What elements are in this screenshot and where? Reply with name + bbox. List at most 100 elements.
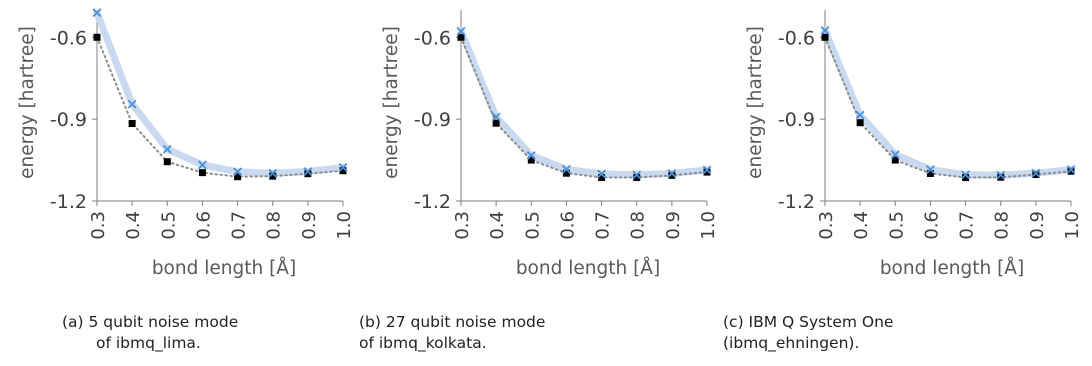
exact-marker — [891, 156, 899, 164]
x-tick-label: 0.4 — [123, 211, 144, 240]
vqe-marker — [597, 169, 607, 179]
x-tick-label: 0.8 — [992, 211, 1013, 240]
caption-c: (c) IBM Q System One (ibmq_ehningen). — [723, 312, 893, 354]
x-tick-label: 0.4 — [487, 211, 508, 240]
exact-marker — [492, 119, 500, 127]
exact-marker — [633, 174, 641, 182]
chart-panel-c: -0.6 -0.9 -1.2 0.3 0.4 0.5 0.6 0.7 0.8 0.9 1.0 ener… — [723, 0, 1092, 366]
y-tick-label: -0.6 — [778, 27, 815, 49]
vqe-marker-stroke — [702, 165, 712, 175]
caption-a: (a) 5 qubit noise mode of ibmq_lima. — [62, 312, 238, 354]
x-tick-label: 0.7 — [957, 211, 978, 240]
y-tick-label: -1.2 — [778, 191, 815, 213]
vqe-marker — [820, 26, 830, 35]
vqe-marker-stroke — [667, 169, 677, 178]
vqe-marker — [561, 164, 571, 174]
vqe-marker — [1066, 165, 1076, 175]
x-tick-label: 0.5 — [886, 211, 907, 240]
vqe-marker-stroke — [338, 163, 348, 172]
x-tick-label: 0.3 — [816, 211, 837, 240]
series-line-exact — [824, 36, 1072, 179]
exact-marker — [1067, 167, 1075, 175]
vqe-marker — [268, 168, 278, 178]
vqe-marker — [162, 144, 172, 154]
vqe-marker-stroke — [197, 160, 207, 170]
y-tick-label: -0.6 — [414, 27, 451, 49]
vqe-marker — [303, 167, 313, 176]
vqe-marker-stroke — [1066, 165, 1076, 175]
exact-marker — [1032, 171, 1040, 179]
caption-a-line-1: (a) 5 qubit noise mode — [62, 313, 239, 331]
vqe-marker-stroke — [233, 167, 243, 177]
x-tick-label: 0.5 — [158, 211, 179, 240]
vqe-marker-stroke — [1031, 168, 1041, 178]
vqe-marker-stroke — [303, 167, 313, 176]
caption-b: (b) 27 qubit noise mode of ibmq_kolkata. — [359, 312, 545, 354]
x-tick-label: 0.7 — [229, 211, 250, 240]
exact-marker — [926, 169, 934, 177]
exact-marker — [234, 173, 242, 181]
y-tick-label: -1.2 — [50, 191, 87, 213]
x-tick-label: 0.4 — [851, 211, 872, 240]
vqe-marker-stroke — [268, 168, 278, 178]
y-tick-label: -0.6 — [50, 27, 87, 49]
vqe-marker-stroke — [491, 112, 501, 122]
vqe-marker — [233, 167, 243, 177]
exact-marker — [128, 120, 136, 128]
vqe-marker-stroke — [820, 26, 830, 35]
y-axis-title: energy [hartree] — [745, 26, 766, 179]
vqe-marker-stroke — [597, 169, 607, 179]
x-tick-label: 0.5 — [522, 211, 543, 240]
x-axis-title: bond length [Å] — [880, 257, 1024, 279]
y-axis-title: energy [hartree] — [381, 26, 402, 179]
caption-b-line-2: of ibmq_kolkata. — [359, 334, 487, 352]
exact-marker — [304, 170, 312, 178]
exact-marker — [668, 171, 676, 179]
exact-marker — [93, 33, 101, 41]
vqe-marker-stroke — [925, 165, 935, 175]
x-tick-label: 0.8 — [628, 211, 649, 240]
x-tick-label: 0.9 — [1027, 211, 1048, 240]
x-tick-label: 0.9 — [663, 211, 684, 240]
vqe-marker — [855, 110, 865, 120]
vqe-marker — [925, 165, 935, 175]
caption-c-line-2: (ibmq_ehningen). — [723, 334, 860, 352]
chart-panel-a: -0.6 -0.9 -1.2 0.3 0.4 0.5 0.6 0.7 0.8 0.9 1.0 ener… — [0, 0, 364, 366]
chart-c: -0.6 -0.9 -1.20.3 0.4 0.5 0.6 0.7 0.8 0.9 1.0 ener… — [745, 10, 1083, 279]
vqe-marker-stroke — [890, 150, 900, 160]
exact-marker — [457, 33, 465, 41]
x-tick-label: 0.6 — [557, 211, 578, 240]
vqe-marker — [961, 170, 971, 180]
x-axis-title: bond length [Å] — [516, 257, 660, 279]
x-tick-label: 1.0 — [698, 211, 719, 240]
vqe-marker-stroke — [996, 170, 1006, 180]
vqe-marker — [526, 150, 536, 160]
series-line-exact — [96, 36, 344, 178]
exact-marker — [269, 172, 277, 180]
vqe-marker — [491, 112, 501, 122]
x-tick-label: 0.7 — [593, 211, 614, 240]
y-axis-title: energy [hartree] — [17, 26, 38, 179]
exact-marker — [339, 167, 347, 175]
x-tick-label: 0.3 — [88, 211, 109, 240]
y-tick-label: -0.9 — [50, 109, 87, 131]
exact-marker — [962, 174, 970, 182]
vqe-marker-stroke — [92, 8, 102, 18]
exact-marker — [163, 158, 171, 166]
vqe-marker-stroke — [561, 164, 571, 174]
vqe-marker-stroke — [526, 150, 536, 160]
x-tick-label: 0.9 — [299, 211, 320, 240]
caption-a-line-2: of ibmq_lima. — [96, 334, 201, 352]
vqe-marker — [890, 150, 900, 160]
series-line-exact — [460, 36, 708, 179]
exact-marker — [198, 169, 206, 177]
vqe-marker — [456, 26, 466, 36]
exact-marker — [997, 173, 1005, 181]
vqe-marker-stroke — [855, 110, 865, 120]
vqe-marker — [92, 8, 102, 18]
caption-c-line-1: (c) IBM Q System One — [723, 313, 894, 331]
x-tick-label: 1.0 — [1062, 211, 1083, 240]
vqe-marker-stroke — [456, 26, 466, 36]
exact-marker — [598, 174, 606, 182]
vqe-marker-stroke — [127, 99, 137, 109]
